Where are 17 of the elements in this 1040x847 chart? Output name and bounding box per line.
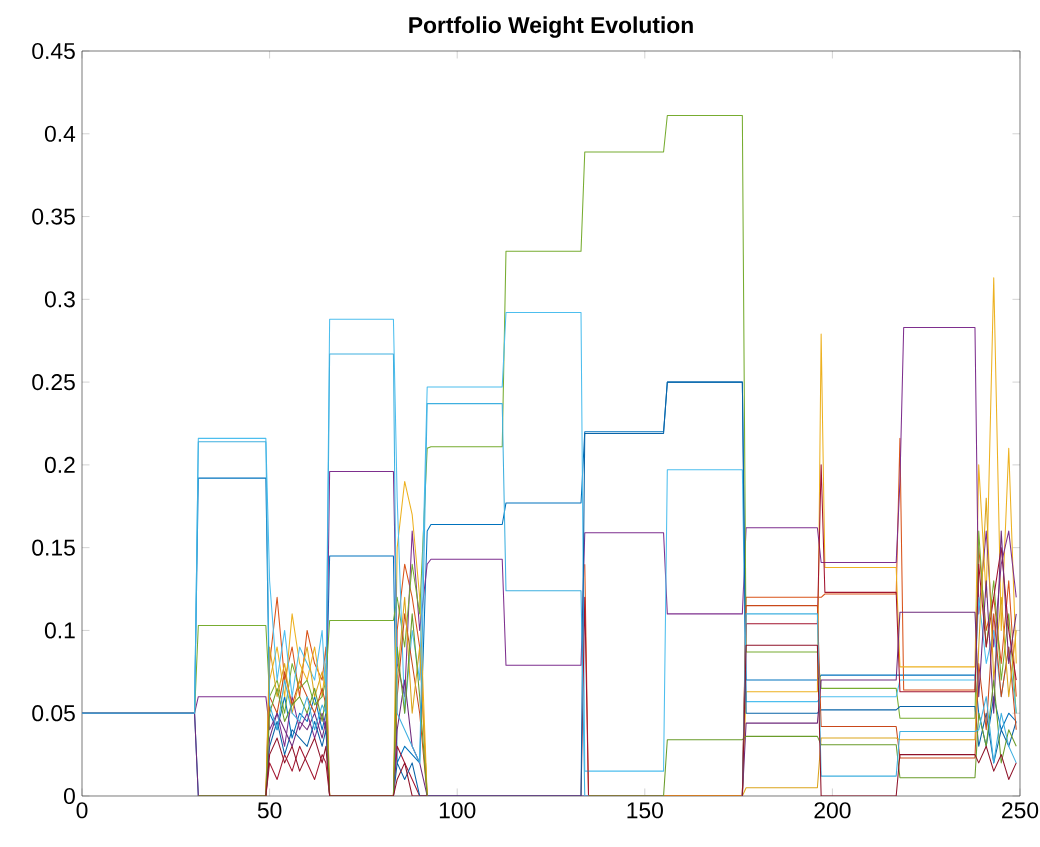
- y-tick-label: 0.05: [32, 705, 75, 722]
- x-tick-label: 250: [1002, 802, 1039, 819]
- x-tick-label: 0: [76, 802, 88, 819]
- y-tick-label: 0.1: [44, 622, 75, 639]
- y-tick-label: 0: [63, 787, 75, 805]
- x-tick-label: 150: [627, 802, 663, 819]
- y-tick-label: 0.4: [44, 125, 76, 142]
- x-tick-label: 200: [814, 802, 851, 819]
- x-tick-label: 50: [257, 802, 282, 819]
- chart-title: Portfolio Weight Evolution: [409, 16, 693, 38]
- y-tick-label: 0.25: [32, 374, 75, 391]
- y-tick-label: 0.3: [44, 291, 75, 308]
- y-tick-label: 0.45: [32, 42, 75, 60]
- y-tick-label: 0.35: [32, 208, 75, 225]
- y-tick-label: 0.2: [44, 456, 75, 473]
- x-tick-label: 100: [439, 802, 476, 819]
- y-tick-label: 0.15: [32, 539, 75, 556]
